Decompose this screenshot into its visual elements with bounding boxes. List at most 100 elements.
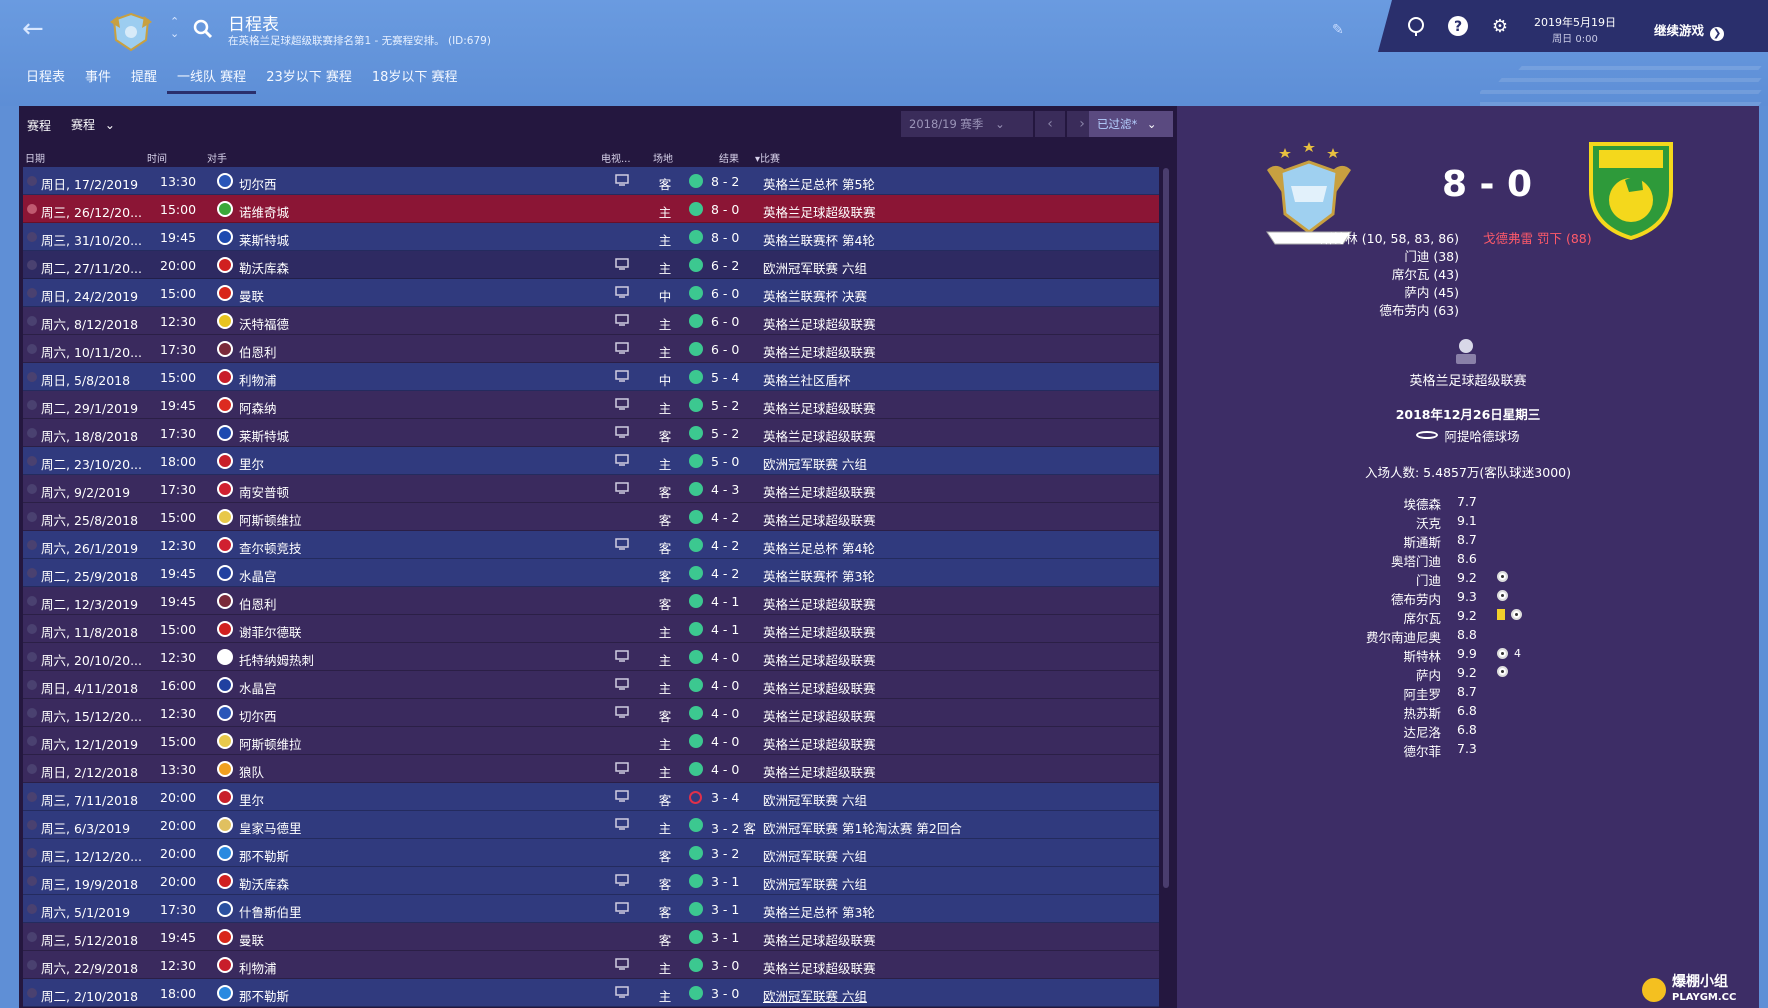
fixture-opponent[interactable]: 里尔 bbox=[239, 793, 265, 808]
back-arrow-icon[interactable]: ← bbox=[22, 14, 44, 44]
fixture-row[interactable]: 周六, 5/1/2019 17:30 什鲁斯伯里 客 3 - 1 英格兰足总杯 第3轮 bbox=[23, 895, 1159, 923]
fixture-opponent[interactable]: 水晶宫 bbox=[239, 569, 277, 584]
fixture-competition[interactable]: 欧洲冠军联赛 六组 bbox=[763, 793, 867, 808]
player-name[interactable]: 费尔南迪尼奥 bbox=[1365, 630, 1441, 645]
player-rating-row[interactable]: 门迪 9.2 bbox=[1177, 568, 1759, 588]
fixture-score[interactable]: 4 - 0 bbox=[711, 706, 740, 721]
fixture-score[interactable]: 8 - 0 bbox=[711, 230, 740, 245]
player-rating-row[interactable]: 沃克 9.1 bbox=[1177, 511, 1759, 531]
fixture-row[interactable]: 周六, 25/8/2018 15:00 阿斯顿维拉 客 4 - 2 英格兰足球超级联赛 bbox=[23, 503, 1159, 531]
search-icon[interactable] bbox=[192, 18, 214, 40]
player-name[interactable]: 德尔菲 bbox=[1403, 744, 1441, 759]
prev-season-button[interactable]: ‹ bbox=[1035, 111, 1065, 137]
fixture-competition[interactable]: 欧洲冠军联赛 六组 bbox=[763, 457, 867, 472]
fixture-score[interactable]: 3 - 4 bbox=[711, 790, 740, 805]
fixture-score[interactable]: 4 - 0 bbox=[711, 762, 740, 777]
player-rating-row[interactable]: 热苏斯 6.8 bbox=[1177, 701, 1759, 721]
help-icon[interactable]: ? bbox=[1446, 14, 1470, 38]
settings-gear-icon[interactable]: ⚙ bbox=[1491, 15, 1509, 37]
match-stadium[interactable]: 阿提哈德球场 bbox=[1177, 426, 1759, 445]
fixture-score[interactable]: 3 - 1 bbox=[711, 902, 740, 917]
fixture-competition[interactable]: 英格兰足球超级联赛 bbox=[763, 205, 876, 220]
fixture-score[interactable]: 4 - 1 bbox=[711, 622, 740, 637]
fixture-competition[interactable]: 欧洲冠军联赛 六组 bbox=[763, 849, 867, 864]
fixture-row[interactable]: 周二, 25/9/2018 19:45 水晶宫 客 4 - 2 英格兰联赛杯 第3轮 bbox=[23, 559, 1159, 587]
fixture-opponent[interactable]: 伯恩利 bbox=[239, 345, 277, 360]
fixture-competition[interactable]: 英格兰足球超级联赛 bbox=[763, 317, 876, 332]
fixture-competition[interactable]: 英格兰足总杯 第4轮 bbox=[763, 541, 875, 556]
fixture-score[interactable]: 3 - 2 客 bbox=[711, 821, 756, 836]
fixture-opponent[interactable]: 莱斯特城 bbox=[239, 429, 290, 444]
player-name[interactable]: 斯特林 bbox=[1403, 649, 1441, 664]
switch-club-icon[interactable]: ⌃ ⌄ bbox=[170, 15, 180, 40]
fixture-competition[interactable]: 英格兰足球超级联赛 bbox=[763, 961, 876, 976]
fixture-row[interactable]: 周二, 12/3/2019 19:45 伯恩利 客 4 - 1 英格兰足球超级联赛 bbox=[23, 587, 1159, 615]
player-name[interactable]: 埃德森 bbox=[1403, 497, 1441, 512]
player-name[interactable]: 席尔瓦 bbox=[1403, 611, 1441, 626]
player-name[interactable]: 门迪 bbox=[1415, 573, 1441, 588]
fixture-opponent[interactable]: 狼队 bbox=[239, 765, 265, 780]
fixture-row[interactable]: 周六, 20/10/20... 12:30 托特纳姆热刺 主 4 - 0 英格兰足球超级联… bbox=[23, 643, 1159, 671]
fixture-opponent[interactable]: 阿森纳 bbox=[239, 401, 277, 416]
col-competition[interactable]: ▾比赛 bbox=[755, 150, 780, 165]
fixture-row[interactable]: 周日, 2/12/2018 13:30 狼队 主 4 - 0 英格兰足球超级联赛 bbox=[23, 755, 1159, 783]
player-rating-row[interactable]: 费尔南迪尼奥 8.8 bbox=[1177, 625, 1759, 645]
edit-icon[interactable]: ✎ bbox=[1332, 22, 1344, 38]
player-name[interactable]: 德布劳内 bbox=[1390, 592, 1441, 607]
fixture-row[interactable]: 周二, 29/1/2019 19:45 阿森纳 主 5 - 2 英格兰足球超级联赛 bbox=[23, 391, 1159, 419]
col-tv[interactable]: 电视... bbox=[601, 154, 631, 165]
fixture-score[interactable]: 4 - 0 bbox=[711, 734, 740, 749]
fixture-competition[interactable]: 英格兰足球超级联赛 bbox=[763, 653, 876, 668]
col-time[interactable]: 时间 bbox=[147, 154, 167, 165]
fixture-score[interactable]: 4 - 2 bbox=[711, 510, 740, 525]
fixture-opponent[interactable]: 伯恩利 bbox=[239, 597, 277, 612]
fixture-row[interactable]: 周三, 31/10/20... 19:45 莱斯特城 主 8 - 0 英格兰联赛杯 第4轮 bbox=[23, 223, 1159, 251]
fixture-score[interactable]: 4 - 3 bbox=[711, 482, 740, 497]
fixture-row[interactable]: 周六, 18/8/2018 17:30 莱斯特城 客 5 - 2 英格兰足球超级联赛 bbox=[23, 419, 1159, 447]
player-rating-row[interactable]: 斯通斯 8.7 bbox=[1177, 530, 1759, 550]
tab-first-team-fixtures[interactable]: 一线队 赛程 bbox=[167, 68, 257, 94]
fixture-competition[interactable]: 英格兰足球超级联赛 bbox=[763, 401, 876, 416]
fixture-opponent[interactable]: 切尔西 bbox=[239, 709, 277, 724]
fixture-opponent[interactable]: 莱斯特城 bbox=[239, 233, 290, 248]
fixture-row[interactable]: 周六, 9/2/2019 17:30 南安普顿 客 4 - 3 英格兰足球超级联赛 bbox=[23, 475, 1159, 503]
fixture-competition[interactable]: 英格兰足球超级联赛 bbox=[763, 429, 876, 444]
fixture-opponent[interactable]: 利物浦 bbox=[239, 373, 277, 388]
fixture-opponent[interactable]: 里尔 bbox=[239, 457, 265, 472]
player-rating-row[interactable]: 奥塔门迪 8.6 bbox=[1177, 549, 1759, 569]
fixture-competition[interactable]: 英格兰足球超级联赛 bbox=[763, 737, 876, 752]
fixture-competition[interactable]: 英格兰足球超级联赛 bbox=[763, 597, 876, 612]
fixture-score[interactable]: 5 - 0 bbox=[711, 454, 740, 469]
filter-dropdown[interactable]: 已过滤* ⌄ bbox=[1089, 111, 1173, 137]
fixture-score[interactable]: 4 - 2 bbox=[711, 566, 740, 581]
scrollbar[interactable] bbox=[1163, 168, 1169, 888]
fixture-opponent[interactable]: 阿斯顿维拉 bbox=[239, 737, 302, 752]
player-name[interactable]: 达尼洛 bbox=[1403, 725, 1441, 740]
fixture-score[interactable]: 3 - 0 bbox=[711, 958, 740, 973]
fixture-score[interactable]: 6 - 2 bbox=[711, 258, 740, 273]
tab-u23-fixtures[interactable]: 23岁以下 赛程 bbox=[266, 70, 352, 85]
fixture-row[interactable]: 周日, 24/2/2019 15:00 曼联 中 6 - 0 英格兰联赛杯 决赛 bbox=[23, 279, 1159, 307]
fixture-competition[interactable]: 欧洲冠军联赛 六组 bbox=[763, 877, 867, 892]
fixture-competition[interactable]: 英格兰足球超级联赛 bbox=[763, 345, 876, 360]
player-name[interactable]: 萨内 bbox=[1415, 668, 1441, 683]
fixture-opponent[interactable]: 利物浦 bbox=[239, 961, 277, 976]
fixture-competition[interactable]: 英格兰足球超级联赛 bbox=[763, 765, 876, 780]
player-rating-row[interactable]: 萨内 9.2 bbox=[1177, 663, 1759, 683]
fixture-opponent[interactable]: 皇家马德里 bbox=[239, 821, 302, 836]
fixture-row[interactable]: 周三, 12/12/20... 20:00 那不勒斯 客 3 - 2 欧洲冠军联赛 六组 bbox=[23, 839, 1159, 867]
fixture-row[interactable]: 周二, 27/11/20... 20:00 勒沃库森 主 6 - 2 欧洲冠军联赛 六组 bbox=[23, 251, 1159, 279]
fixture-competition[interactable]: 英格兰足总杯 第5轮 bbox=[763, 177, 875, 192]
match-competition[interactable]: 英格兰足球超级联赛 bbox=[1409, 374, 1527, 389]
fixture-score[interactable]: 5 - 4 bbox=[711, 370, 740, 385]
fixture-row[interactable]: 周六, 26/1/2019 12:30 查尔顿竞技 客 4 - 2 英格兰足总杯 第4轮 bbox=[23, 531, 1159, 559]
fixture-competition[interactable]: 欧洲冠军联赛 六组 bbox=[763, 261, 867, 276]
fixture-opponent[interactable]: 南安普顿 bbox=[239, 485, 290, 500]
fixture-competition[interactable]: 英格兰足球超级联赛 bbox=[763, 625, 876, 640]
fixture-score[interactable]: 6 - 0 bbox=[711, 342, 740, 357]
fixture-row[interactable]: 周六, 10/11/20... 17:30 伯恩利 主 6 - 0 英格兰足球超级联赛 bbox=[23, 335, 1159, 363]
tab-reminders[interactable]: 提醒 bbox=[131, 70, 158, 85]
fixture-score[interactable]: 6 - 0 bbox=[711, 286, 740, 301]
fixture-score[interactable]: 5 - 2 bbox=[711, 426, 740, 441]
col-date[interactable]: 日期 bbox=[25, 154, 45, 165]
